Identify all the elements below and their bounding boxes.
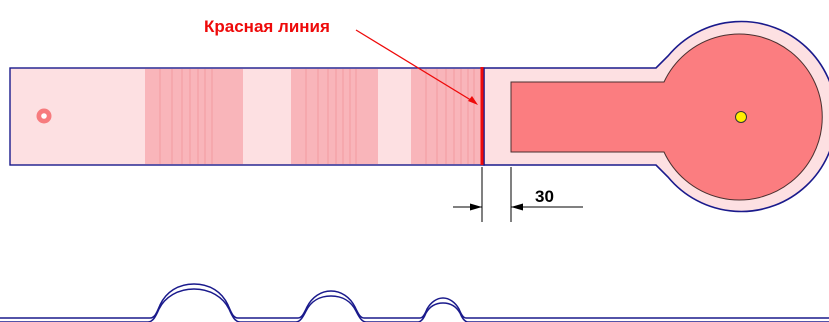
profile-line-lower	[0, 288, 829, 322]
stripe-band-2	[291, 69, 378, 164]
red-line-label: Красная линия	[204, 17, 330, 36]
head-assembly	[483, 20, 829, 213]
dimension-30: 30	[453, 167, 583, 222]
dimension-value: 30	[535, 187, 554, 206]
stripe-band-1	[145, 69, 243, 164]
side-profile	[0, 283, 829, 322]
head-inner-core	[510, 33, 823, 201]
profile-line-upper	[0, 283, 829, 319]
strip-body	[9, 67, 485, 166]
strip-top-view	[9, 67, 485, 166]
mount-marker-icon	[36, 108, 52, 124]
red-line-leader	[355, 29, 478, 105]
pivot-center-icon	[735, 111, 747, 123]
stripe-band-3	[411, 69, 482, 164]
